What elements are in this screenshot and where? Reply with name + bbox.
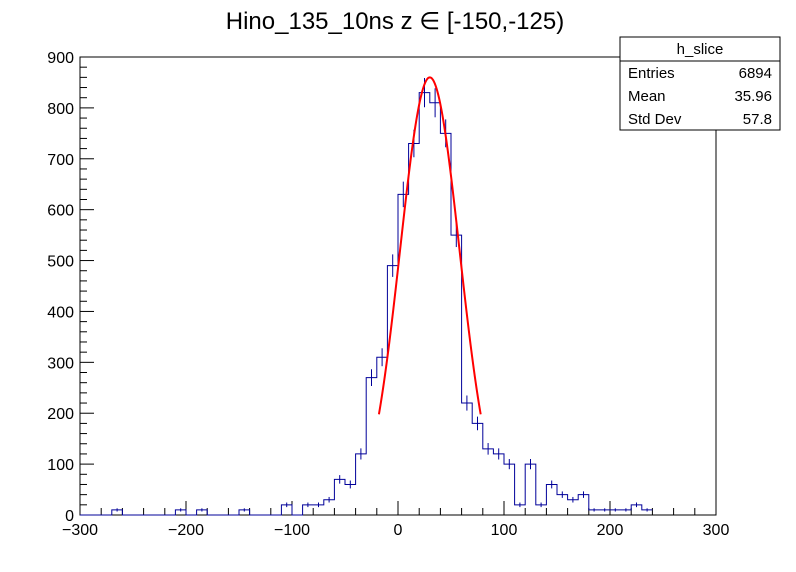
stats-stddev-value: 57.8 [743, 111, 772, 128]
x-tick-label: 300 [703, 522, 730, 539]
stats-box-title: h_slice [677, 41, 724, 58]
y-tick-label: 500 [47, 254, 74, 271]
stats-entries-label: Entries [628, 65, 675, 82]
x-tick-label: −300 [62, 522, 98, 539]
x-tick-label: 100 [491, 522, 518, 539]
fit-curve [377, 76, 482, 415]
y-tick-label: 700 [47, 152, 74, 169]
chart-title: Hino_135_10ns z ∈ [-150,-125) [226, 8, 564, 35]
y-tick-label: 200 [47, 406, 74, 423]
y-tick-label: 800 [47, 101, 74, 118]
x-tick-label: −100 [274, 522, 310, 539]
stats-mean-label: Mean [628, 88, 666, 105]
y-tick-labels: 0 100 200 300 400 500 600 700 800 900 [47, 50, 74, 525]
histogram-series [80, 77, 653, 516]
y-tick-label: 900 [47, 50, 74, 67]
axis-ticks [79, 56, 717, 516]
y-tick-label: 0 [65, 508, 74, 525]
x-tick-label: 0 [394, 522, 403, 539]
x-tick-label: 200 [597, 522, 624, 539]
x-tick-labels: −300 −200 −100 0 100 200 300 [62, 522, 729, 539]
x-tick-label: −200 [168, 522, 204, 539]
stats-entries-value: 6894 [739, 65, 772, 82]
stats-stddev-label: Std Dev [628, 111, 682, 128]
stats-mean-value: 35.96 [734, 88, 772, 105]
y-tick-label: 300 [47, 355, 74, 372]
y-tick-label: 600 [47, 203, 74, 220]
stats-box-frame [619, 36, 781, 131]
y-tick-label: 400 [47, 304, 74, 321]
histogram-outline [80, 92, 653, 516]
y-tick-label: 100 [47, 457, 74, 474]
stats-box: h_slice Entries 6894 Mean 35.96 Std Dev … [619, 36, 781, 131]
fit-series [377, 76, 482, 415]
